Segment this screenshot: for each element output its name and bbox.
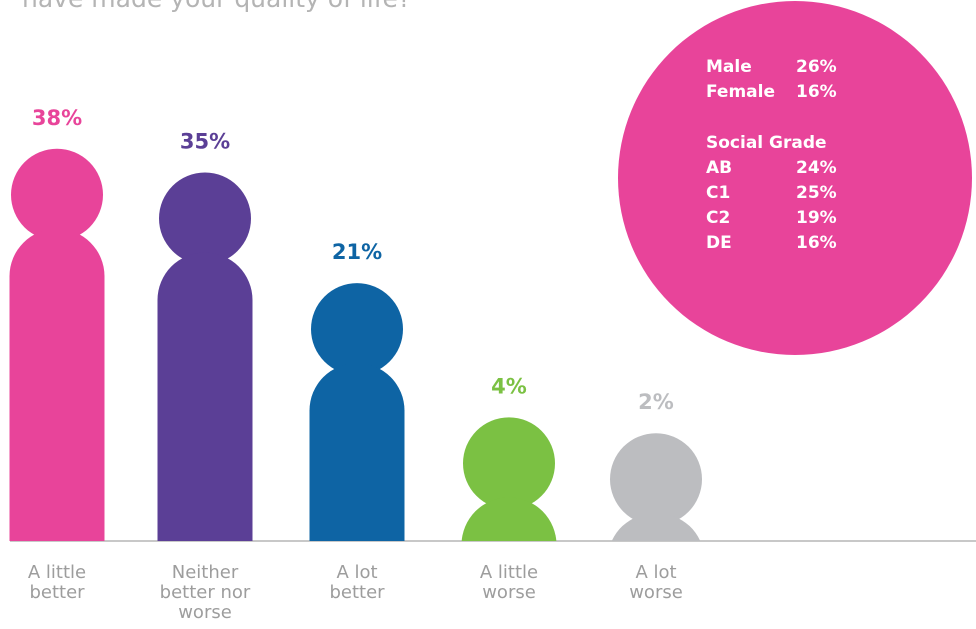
callout-heading: Social Grade: [706, 133, 827, 153]
callout-label: AB: [706, 158, 732, 178]
callout-label: C1: [706, 183, 730, 203]
callout-value: 16%: [796, 82, 837, 102]
value-label: 35%: [180, 130, 230, 154]
category-label: A little worse: [479, 562, 539, 603]
category-label: Neither better nor worse: [159, 562, 251, 623]
callout-label: Male: [706, 57, 752, 77]
person-head: [463, 417, 555, 510]
person-bar: [610, 433, 702, 541]
person-bar: [309, 283, 405, 541]
person-body: [157, 252, 253, 541]
callout-value: 24%: [796, 158, 837, 178]
callout-label: Female: [706, 82, 775, 102]
person-body: [309, 363, 405, 541]
callout-label: C2: [706, 208, 730, 228]
value-label: 21%: [332, 240, 382, 264]
person-head: [159, 172, 251, 265]
callout-value: 26%: [796, 57, 837, 77]
category-label: A little better: [27, 562, 87, 603]
callout-label: DE: [706, 233, 732, 253]
person-head: [11, 148, 103, 241]
person-bar: [157, 172, 253, 541]
value-label: 4%: [491, 374, 527, 398]
category-label: A lot worse: [629, 562, 683, 603]
person-body: [611, 513, 701, 541]
callout-value: 25%: [796, 183, 837, 203]
value-label: 2%: [638, 390, 674, 414]
person-head: [610, 433, 702, 526]
person-head: [311, 283, 403, 376]
person-bar: [461, 417, 557, 541]
person-body: [9, 228, 105, 541]
chart-title: have made your quality of life?: [22, 0, 411, 13]
person-body: [461, 497, 557, 541]
value-label: 38%: [32, 106, 82, 130]
person-bar: [9, 148, 105, 541]
callout-value: 16%: [796, 233, 837, 253]
callout-circle: [618, 1, 972, 355]
callout-value: 19%: [796, 208, 837, 228]
category-label: A lot better: [329, 562, 385, 603]
